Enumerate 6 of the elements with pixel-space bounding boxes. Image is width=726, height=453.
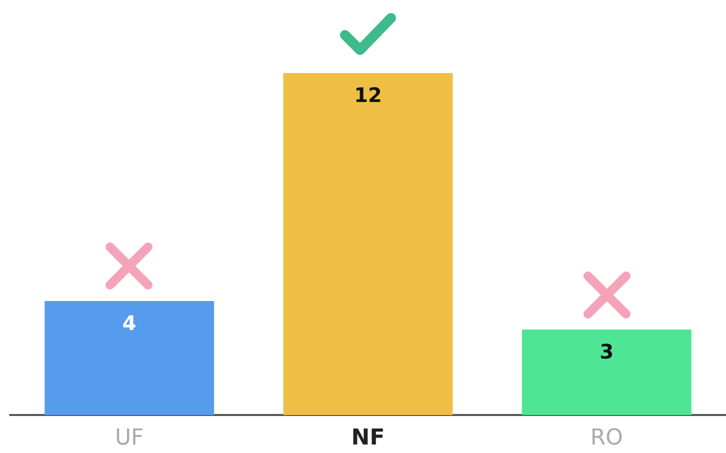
x-tick-label: RO — [590, 426, 623, 450]
data-label: 3 — [600, 340, 614, 364]
x-tick-label: NF — [351, 426, 385, 450]
data-label: 4 — [122, 311, 136, 335]
x-tick-label: UF — [114, 426, 144, 450]
data-label: 12 — [354, 83, 382, 107]
